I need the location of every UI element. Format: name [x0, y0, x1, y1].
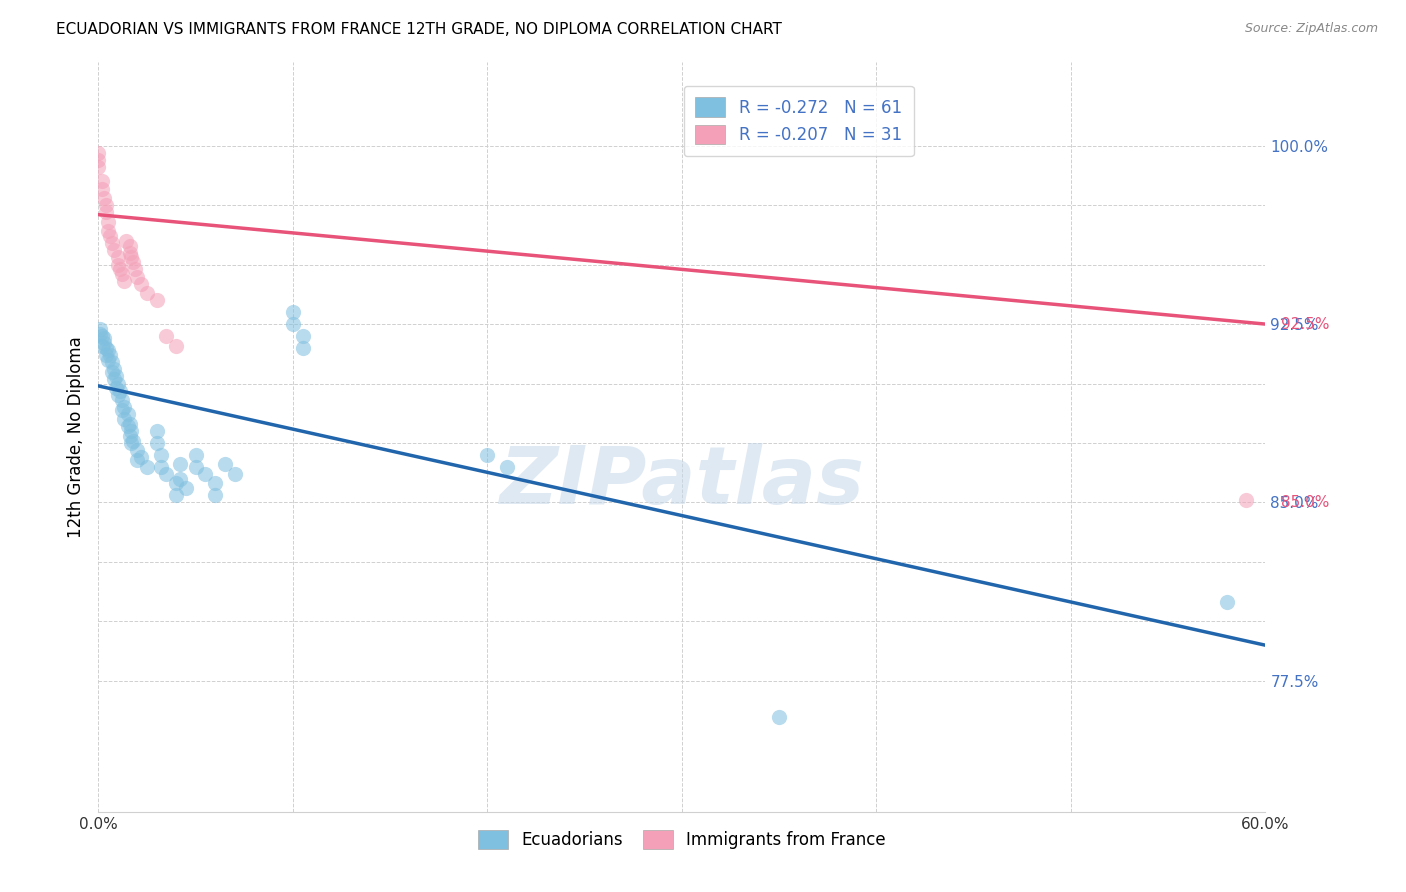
Point [477, 448, 499, 462]
Point [97, 224, 120, 238]
Point [224, 467, 246, 481]
Point [104, 381, 127, 395]
Point [111, 402, 134, 417]
Point [165, 488, 187, 502]
Y-axis label: 12th Grade, No Diploma: 12th Grade, No Diploma [66, 336, 84, 538]
Point [122, 434, 145, 448]
Point [118, 238, 141, 252]
Point [155, 329, 177, 343]
Point [108, 384, 131, 398]
Point [112, 401, 135, 415]
Point [112, 412, 135, 426]
Point [214, 458, 236, 472]
Point [101, 236, 124, 251]
Point [96, 341, 118, 355]
Point [165, 476, 187, 491]
Text: 85.0%: 85.0% [1281, 495, 1329, 510]
Point [91, 181, 114, 195]
Point [124, 262, 146, 277]
Point [107, 251, 129, 265]
Point [93, 191, 115, 205]
Point [97, 352, 120, 367]
Point [104, 369, 127, 384]
Point [89, 322, 111, 336]
Point [108, 262, 131, 277]
Point [97, 343, 120, 358]
Point [1215, 595, 1237, 609]
Point [121, 436, 143, 450]
Point [146, 293, 169, 308]
Point [91, 338, 114, 352]
Point [112, 274, 135, 288]
Point [96, 348, 118, 362]
Point [121, 251, 143, 265]
Point [101, 355, 124, 369]
Point [118, 417, 141, 431]
Point [129, 277, 152, 291]
Point [118, 429, 141, 443]
Point [87, 153, 110, 167]
Point [96, 205, 118, 219]
Point [1234, 493, 1257, 508]
Point [93, 331, 115, 345]
Point [96, 198, 118, 212]
Point [169, 472, 191, 486]
Point [89, 326, 111, 341]
Point [768, 709, 790, 723]
Point [291, 329, 314, 343]
Point [87, 145, 110, 160]
Point [174, 481, 197, 495]
Point [165, 338, 187, 352]
Point [98, 348, 121, 362]
Point [111, 393, 134, 408]
Point [117, 408, 139, 422]
Point [91, 174, 114, 188]
Point [149, 459, 172, 474]
Point [93, 336, 115, 351]
Point [127, 443, 149, 458]
Point [194, 467, 217, 481]
Point [117, 419, 139, 434]
Point [184, 448, 207, 462]
Point [184, 459, 207, 474]
Point [281, 305, 304, 319]
Point [114, 234, 136, 248]
Point [127, 452, 149, 467]
Point [496, 459, 519, 474]
Point [204, 476, 226, 491]
Point [103, 362, 125, 376]
Point [118, 245, 141, 260]
Point [149, 448, 172, 462]
Point [97, 215, 120, 229]
Point [103, 372, 125, 386]
Point [155, 467, 177, 481]
Point [169, 458, 191, 472]
Point [101, 365, 124, 379]
Point [136, 459, 159, 474]
Point [111, 267, 134, 281]
Point [107, 388, 129, 402]
Point [291, 341, 314, 355]
Text: 92.5%: 92.5% [1281, 317, 1330, 332]
Text: ECUADORIAN VS IMMIGRANTS FROM FRANCE 12TH GRADE, NO DIPLOMA CORRELATION CHART: ECUADORIAN VS IMMIGRANTS FROM FRANCE 12T… [56, 22, 782, 37]
Point [91, 329, 114, 343]
Point [107, 258, 129, 272]
Point [146, 424, 169, 438]
Point [98, 229, 121, 244]
Point [107, 376, 129, 391]
Point [204, 488, 226, 502]
Point [122, 255, 145, 269]
Point [87, 160, 110, 174]
Point [127, 269, 149, 284]
Text: ZIPatlas: ZIPatlas [499, 443, 865, 521]
Point [146, 436, 169, 450]
Point [103, 244, 125, 258]
Point [136, 286, 159, 301]
Point [281, 317, 304, 331]
Point [129, 450, 152, 465]
Legend: Ecuadorians, Immigrants from France: Ecuadorians, Immigrants from France [471, 823, 893, 855]
Text: Source: ZipAtlas.com: Source: ZipAtlas.com [1244, 22, 1378, 36]
Point [121, 424, 143, 438]
